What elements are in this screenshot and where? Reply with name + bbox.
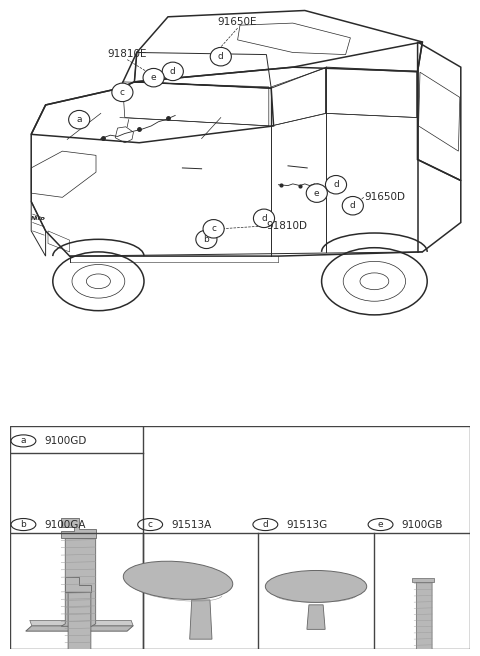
Polygon shape	[65, 592, 91, 656]
Text: e: e	[314, 189, 320, 197]
Text: 9100GD: 9100GD	[44, 436, 86, 446]
Text: a: a	[21, 436, 26, 445]
Text: d: d	[350, 201, 356, 210]
Ellipse shape	[265, 571, 367, 602]
Polygon shape	[61, 518, 96, 538]
Circle shape	[210, 47, 231, 66]
Text: b: b	[204, 235, 209, 244]
Text: c: c	[211, 224, 216, 234]
Polygon shape	[26, 626, 133, 631]
Polygon shape	[414, 581, 432, 656]
Text: c: c	[120, 88, 125, 97]
Polygon shape	[412, 578, 434, 581]
Polygon shape	[30, 621, 133, 626]
Text: d: d	[261, 214, 267, 223]
Text: 91513G: 91513G	[286, 520, 327, 529]
Text: d: d	[218, 52, 224, 61]
Text: e: e	[151, 73, 156, 82]
Circle shape	[325, 176, 347, 194]
Text: d: d	[263, 520, 268, 529]
Circle shape	[203, 220, 224, 238]
Text: 9100GB: 9100GB	[401, 520, 443, 529]
Text: c: c	[148, 520, 153, 529]
Text: 91650D: 91650D	[365, 192, 406, 202]
Circle shape	[162, 62, 183, 81]
Circle shape	[143, 68, 164, 87]
Text: b: b	[21, 520, 26, 529]
Text: a: a	[76, 115, 82, 124]
Text: 91650E: 91650E	[218, 17, 257, 28]
Text: e: e	[378, 520, 384, 529]
Text: 91810E: 91810E	[108, 49, 147, 59]
Text: 9100GA: 9100GA	[44, 520, 85, 529]
Text: 91810D: 91810D	[266, 221, 307, 231]
Circle shape	[306, 184, 327, 202]
Ellipse shape	[123, 561, 233, 600]
Text: d: d	[170, 67, 176, 76]
Circle shape	[342, 197, 363, 215]
Polygon shape	[190, 600, 212, 639]
Polygon shape	[307, 605, 325, 629]
Text: Niro: Niro	[31, 216, 46, 221]
Circle shape	[69, 110, 90, 129]
Text: d: d	[333, 180, 339, 189]
Circle shape	[196, 230, 217, 249]
Circle shape	[253, 209, 275, 228]
Polygon shape	[65, 577, 91, 592]
Text: 91513A: 91513A	[171, 520, 211, 529]
Circle shape	[112, 83, 133, 102]
Polygon shape	[61, 538, 96, 626]
